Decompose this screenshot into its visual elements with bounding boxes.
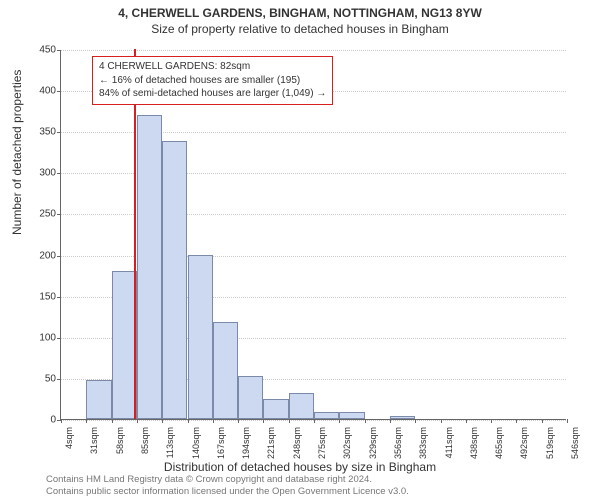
histogram-bar bbox=[390, 416, 415, 419]
ytick-label: 450 bbox=[26, 45, 56, 56]
xtick-mark bbox=[86, 419, 87, 423]
xtick-mark bbox=[61, 419, 62, 423]
xtick-mark bbox=[263, 419, 264, 423]
infobox-line-1: 4 CHERWELL GARDENS: 82sqm bbox=[99, 60, 326, 74]
histogram-bar bbox=[314, 412, 339, 419]
chart-titles: 4, CHERWELL GARDENS, BINGHAM, NOTTINGHAM… bbox=[0, 0, 600, 36]
histogram-bar bbox=[86, 380, 111, 419]
ytick-label: 200 bbox=[26, 250, 56, 261]
ytick-mark bbox=[57, 379, 61, 380]
ytick-label: 100 bbox=[26, 332, 56, 343]
x-axis-label: Distribution of detached houses by size … bbox=[0, 460, 600, 474]
ytick-mark bbox=[57, 256, 61, 257]
title-subtitle: Size of property relative to detached ho… bbox=[0, 22, 600, 36]
infobox-line-2: ← 16% of detached houses are smaller (19… bbox=[99, 74, 326, 88]
ytick-label: 150 bbox=[26, 291, 56, 302]
ytick-mark bbox=[57, 50, 61, 51]
footer-line-2: Contains public sector information licen… bbox=[46, 486, 409, 498]
histogram-bar bbox=[238, 376, 263, 419]
ytick-label: 50 bbox=[26, 373, 56, 384]
xtick-mark bbox=[188, 419, 189, 423]
xtick-mark bbox=[314, 419, 315, 423]
histogram-bar bbox=[188, 255, 213, 419]
ytick-mark bbox=[57, 338, 61, 339]
footer-line-1: Contains HM Land Registry data © Crown c… bbox=[46, 474, 409, 486]
xtick-mark bbox=[213, 419, 214, 423]
ytick-mark bbox=[57, 297, 61, 298]
xtick-mark bbox=[112, 419, 113, 423]
histogram-bar bbox=[213, 322, 238, 419]
ytick-label: 300 bbox=[26, 168, 56, 179]
attribution-footer: Contains HM Land Registry data © Crown c… bbox=[46, 474, 409, 498]
histogram-bar bbox=[263, 399, 288, 419]
plot-area: 0501001502002503003504004504sqm31sqm58sq… bbox=[60, 50, 566, 420]
gridline bbox=[61, 50, 566, 51]
xtick-mark bbox=[491, 419, 492, 423]
ytick-label: 250 bbox=[26, 209, 56, 220]
xtick-mark bbox=[289, 419, 290, 423]
xtick-mark bbox=[339, 419, 340, 423]
xtick-mark bbox=[441, 419, 442, 423]
xtick-mark bbox=[466, 419, 467, 423]
y-axis-label: Number of detached properties bbox=[10, 70, 24, 235]
xtick-mark bbox=[415, 419, 416, 423]
histogram-chart: 0501001502002503003504004504sqm31sqm58sq… bbox=[60, 50, 566, 420]
ytick-label: 0 bbox=[26, 415, 56, 426]
ytick-mark bbox=[57, 214, 61, 215]
infobox-line-3: 84% of semi-detached houses are larger (… bbox=[99, 87, 326, 101]
ytick-label: 350 bbox=[26, 127, 56, 138]
histogram-bar bbox=[339, 412, 364, 419]
marker-line bbox=[134, 49, 136, 419]
xtick-mark bbox=[238, 419, 239, 423]
xtick-mark bbox=[516, 419, 517, 423]
xtick-mark bbox=[567, 419, 568, 423]
xtick-mark bbox=[390, 419, 391, 423]
xtick-mark bbox=[137, 419, 138, 423]
histogram-bar bbox=[137, 115, 162, 419]
ytick-mark bbox=[57, 91, 61, 92]
histogram-bar bbox=[289, 393, 314, 419]
xtick-mark bbox=[162, 419, 163, 423]
ytick-mark bbox=[57, 132, 61, 133]
xtick-mark bbox=[542, 419, 543, 423]
ytick-mark bbox=[57, 173, 61, 174]
histogram-bar bbox=[162, 141, 187, 419]
marker-infobox: 4 CHERWELL GARDENS: 82sqm ← 16% of detac… bbox=[92, 56, 333, 105]
title-address: 4, CHERWELL GARDENS, BINGHAM, NOTTINGHAM… bbox=[0, 6, 600, 20]
ytick-label: 400 bbox=[26, 86, 56, 97]
xtick-mark bbox=[365, 419, 366, 423]
